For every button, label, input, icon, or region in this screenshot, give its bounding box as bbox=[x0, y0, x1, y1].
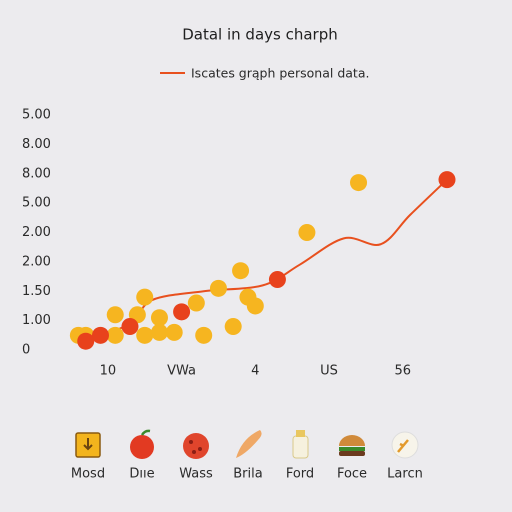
data-point bbox=[438, 171, 456, 189]
data-point bbox=[173, 303, 191, 321]
chart-title: Datal in days charph bbox=[182, 26, 338, 44]
y-tick-label: 5.00 bbox=[22, 196, 51, 211]
data-point bbox=[268, 271, 286, 288]
icon-leaf bbox=[140, 429, 151, 436]
icon-bun bbox=[339, 435, 365, 446]
footer-label: Dııe bbox=[129, 467, 154, 482]
data-point bbox=[106, 326, 124, 344]
data-point bbox=[350, 174, 368, 192]
footer-label: Ford bbox=[286, 467, 314, 482]
icon-bread bbox=[236, 430, 262, 458]
data-point bbox=[298, 224, 316, 241]
icon-bottle bbox=[292, 435, 309, 459]
x-tick-label: US bbox=[320, 364, 338, 379]
y-tick-label: 8.00 bbox=[22, 137, 51, 152]
footer-icons bbox=[75, 429, 419, 459]
y-tick-label: 1.00 bbox=[22, 313, 51, 328]
data-point bbox=[224, 318, 242, 335]
x-tick-label: 56 bbox=[394, 364, 411, 379]
data-point bbox=[195, 326, 213, 344]
icon-cap bbox=[296, 430, 305, 437]
data-point bbox=[136, 326, 154, 344]
data-point bbox=[246, 297, 264, 315]
data-point bbox=[187, 294, 205, 312]
legend-label: Iscates grąph personal data. bbox=[191, 66, 369, 81]
icon-carrot bbox=[397, 439, 409, 453]
data-point bbox=[209, 279, 227, 297]
data-point bbox=[165, 323, 183, 341]
data-point bbox=[106, 306, 124, 324]
data-point bbox=[150, 323, 168, 341]
icon-lettuce bbox=[339, 447, 365, 451]
y-tick-label: 5.00 bbox=[22, 108, 51, 123]
footer-label: Larcn bbox=[387, 467, 423, 482]
data-point bbox=[77, 332, 95, 350]
y-tick-label: 0 bbox=[22, 343, 30, 358]
icon-dot bbox=[189, 440, 193, 444]
icon-dot bbox=[198, 447, 202, 451]
data-point bbox=[121, 318, 139, 335]
footer-label: Mosd bbox=[71, 467, 105, 482]
icon-tomato bbox=[183, 433, 209, 459]
y-tick-label: 2.00 bbox=[22, 225, 51, 240]
icon-arrow bbox=[83, 438, 93, 451]
icon-dot bbox=[192, 450, 196, 454]
x-tick-label: VWa bbox=[167, 364, 196, 379]
data-point bbox=[150, 309, 168, 327]
icon-apple bbox=[130, 435, 154, 459]
icon-patty bbox=[339, 451, 365, 456]
data-point bbox=[136, 288, 154, 306]
footer-label: Wass bbox=[179, 467, 213, 482]
data-point bbox=[232, 262, 250, 280]
footer-label: Brila bbox=[233, 467, 262, 482]
y-tick-label: 1.50 bbox=[22, 284, 51, 299]
x-tick-label: 4 bbox=[251, 364, 259, 379]
y-tick-label: 8.00 bbox=[22, 166, 51, 181]
y-tick-label: 2.00 bbox=[22, 254, 51, 269]
x-tick-label: 10 bbox=[100, 364, 117, 379]
footer-label: Foce bbox=[337, 467, 367, 482]
data-point bbox=[91, 326, 109, 344]
